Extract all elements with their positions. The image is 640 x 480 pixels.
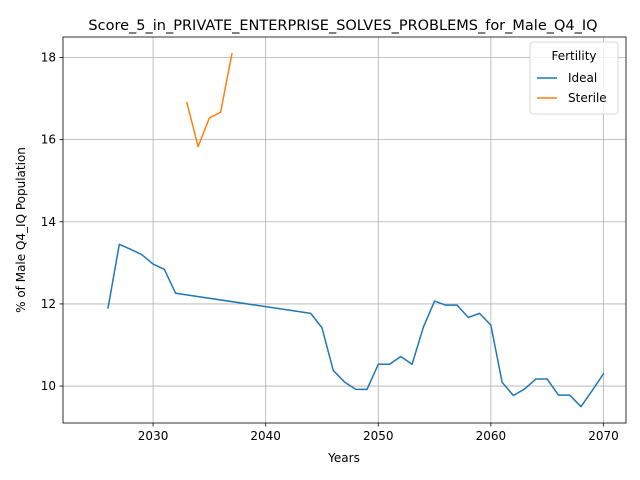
y-tick-label: 10 [41, 379, 56, 393]
x-tick-label: 2070 [588, 429, 619, 443]
x-tick-label: 2040 [250, 429, 281, 443]
legend: Fertility Ideal Sterile [529, 41, 619, 115]
y-axis: 10 12 14 16 18 [41, 51, 63, 393]
plot-frame [62, 36, 627, 424]
legend-label-sterile: Sterile [568, 91, 607, 105]
legend-label-ideal: Ideal [568, 71, 597, 85]
x-tick-label: 2060 [476, 429, 507, 443]
chart-title: Score_5_in_PRIVATE_ENTERPRISE_SOLVES_PRO… [88, 18, 597, 34]
x-tick-label: 2050 [363, 429, 394, 443]
x-tick-label: 2030 [138, 429, 169, 443]
y-tick-label: 18 [41, 51, 56, 65]
y-tick-label: 16 [41, 133, 56, 147]
y-axis-label: % of Male Q4_IQ Population [14, 147, 28, 313]
x-axis: 2030 2040 2050 2060 2070 [138, 423, 619, 443]
legend-title: Fertility [551, 49, 596, 63]
y-tick-label: 14 [41, 215, 56, 229]
legend-frame [529, 41, 619, 115]
series-layer [107, 52, 605, 408]
y-tick-label: 12 [41, 297, 56, 311]
x-axis-label: Years [327, 451, 360, 465]
series-line-ideal [107, 243, 605, 408]
series-line-sterile [185, 52, 233, 148]
